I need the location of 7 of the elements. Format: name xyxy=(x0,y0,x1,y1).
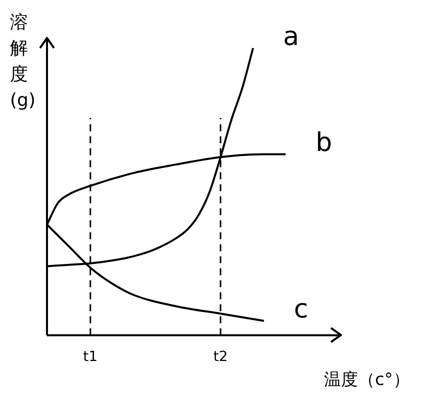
y-axis-title: 溶解度(g) xyxy=(10,11,36,113)
series-label: c xyxy=(294,294,308,325)
series-label: b xyxy=(316,128,332,158)
x-tick-label: t2 xyxy=(213,349,228,366)
x-axis-title: 温度（c°） xyxy=(324,369,410,391)
series-label: a xyxy=(283,22,300,52)
x-tick-label: t1 xyxy=(83,349,98,366)
